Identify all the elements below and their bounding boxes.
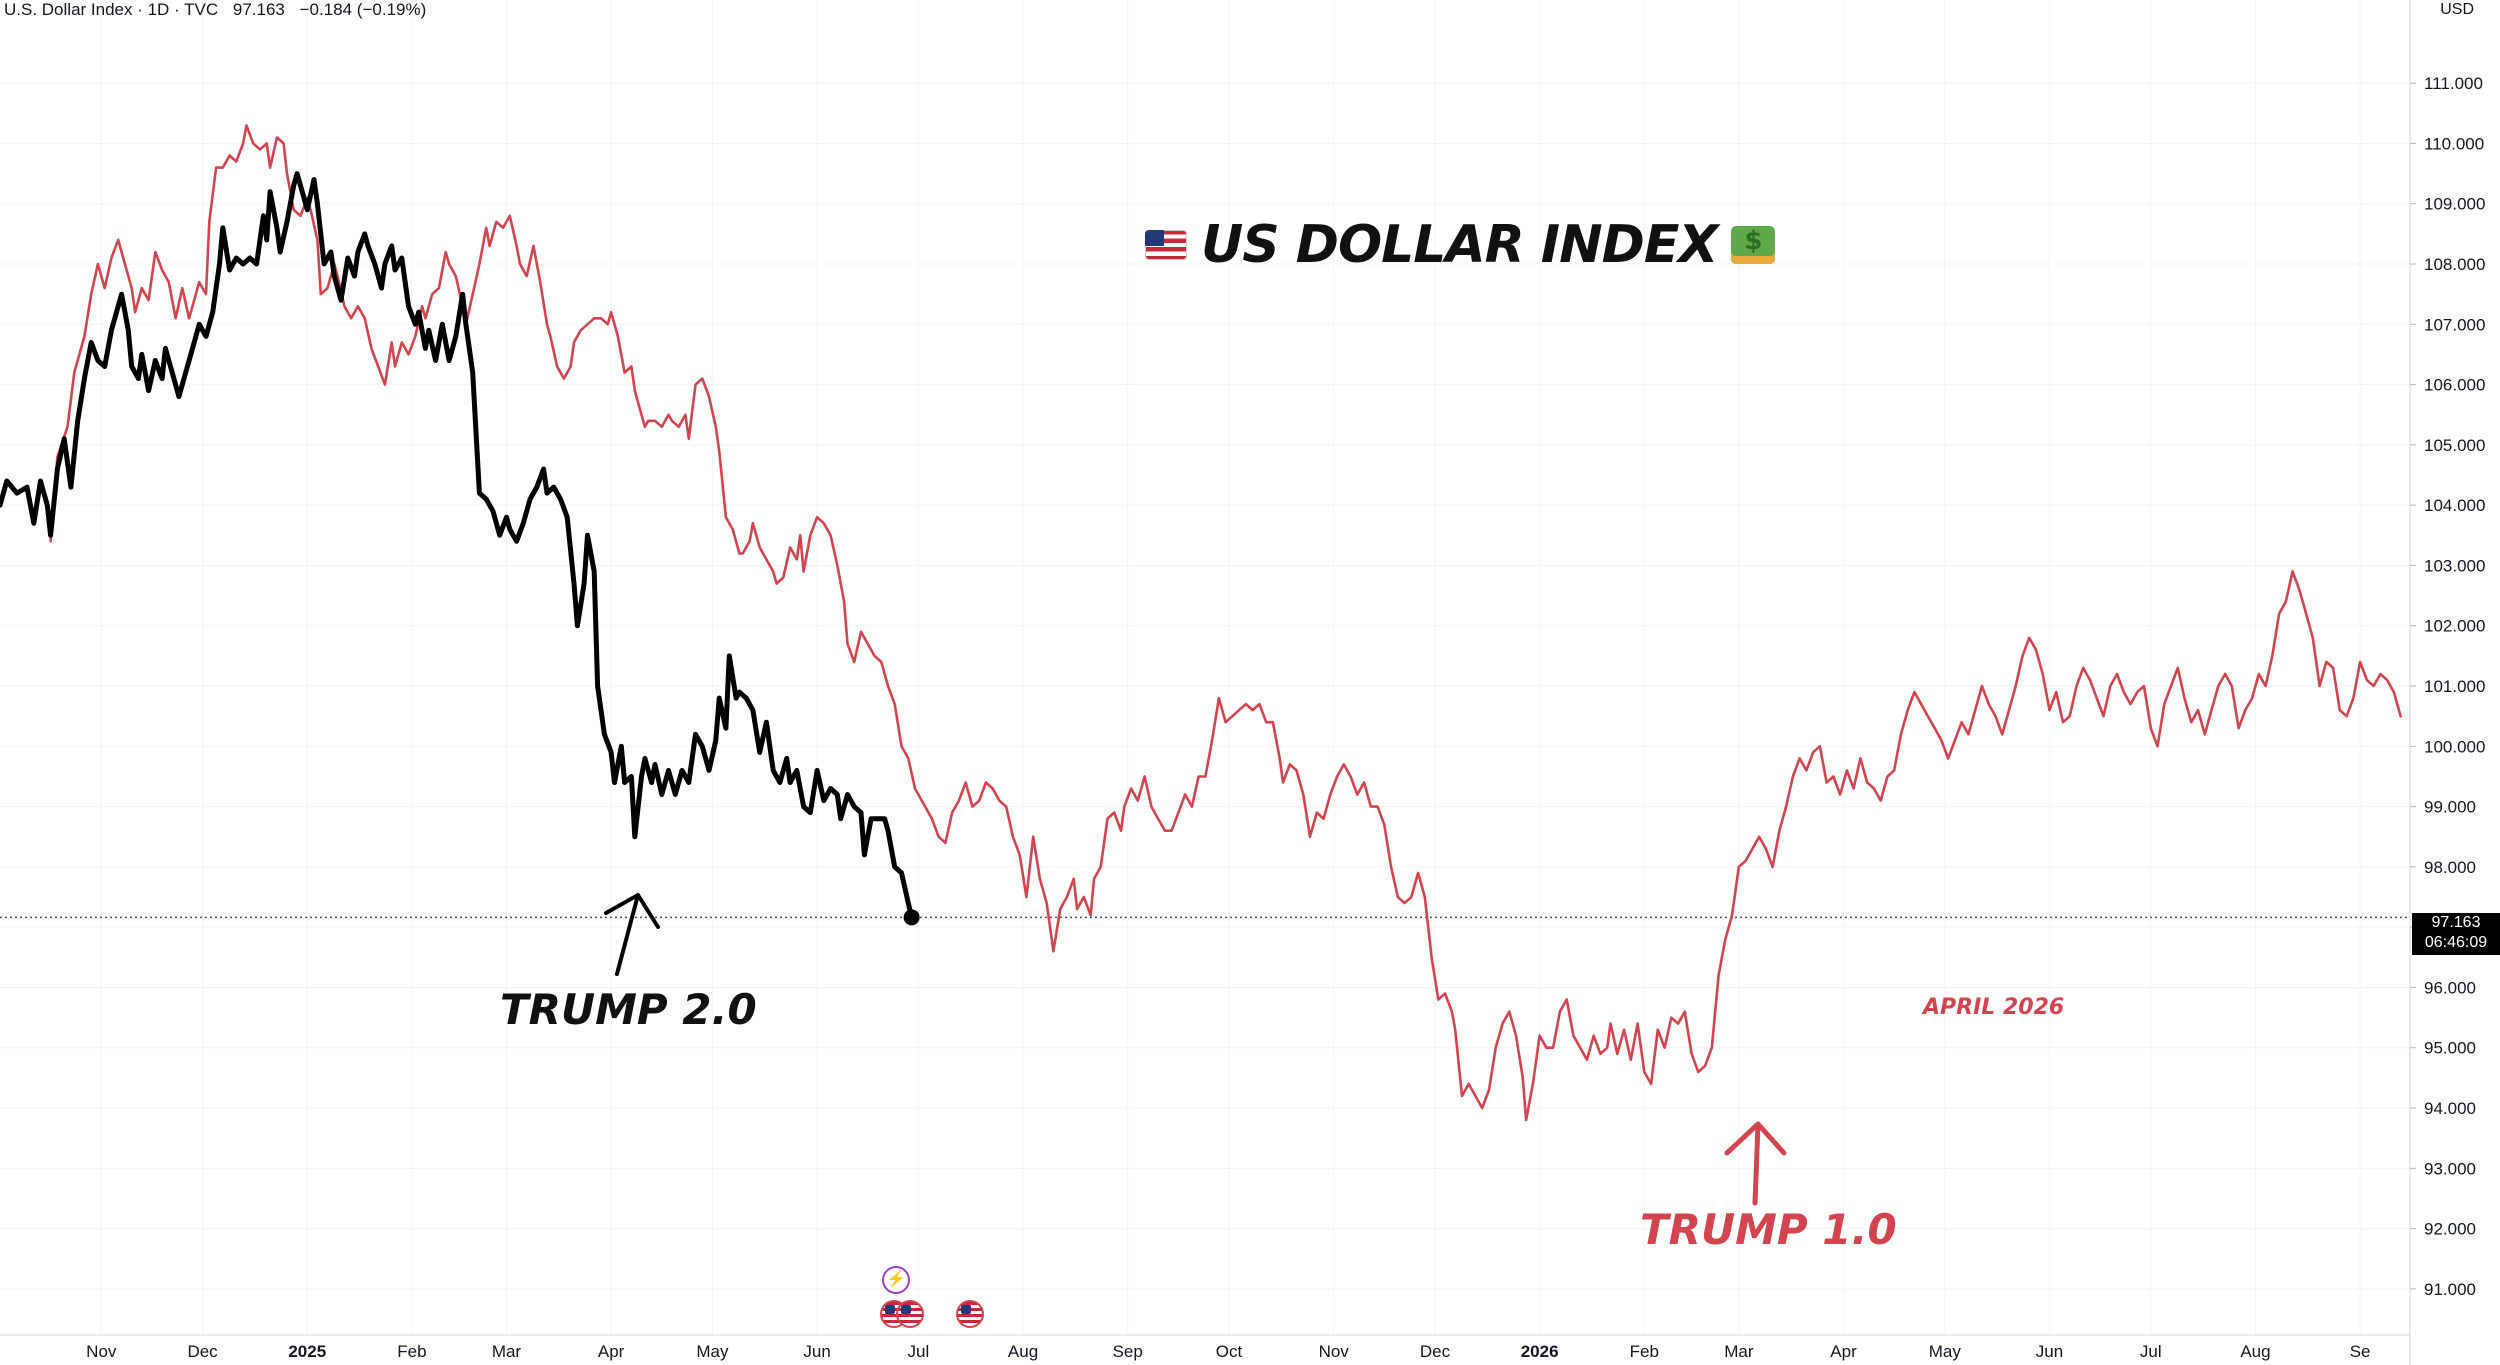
y-tick-label: 102.000 <box>2424 617 2485 636</box>
trump2-arrow <box>604 893 660 976</box>
y-tick-label: 111.000 <box>2424 74 2483 93</box>
y-tick-label: 107.000 <box>2424 315 2485 334</box>
price-tag-value: 97.163 <box>2431 914 2481 931</box>
last-price-tag: 97.163 06:46:09 <box>2412 913 2500 955</box>
x-tick-label: Sep <box>1113 1342 1143 1361</box>
x-tick-label: Jun <box>2036 1342 2063 1361</box>
x-tick-label: Oct <box>1216 1342 1243 1361</box>
y-tick-label: 108.000 <box>2424 255 2485 274</box>
x-tick-label: Nov <box>1319 1342 1350 1361</box>
y-axis[interactable]: 91.00092.00093.00094.00095.00096.00097.0… <box>2409 0 2485 1365</box>
y-tick-label: 110.000 <box>2424 134 2484 153</box>
x-tick-label: Dec <box>1420 1342 1451 1361</box>
trump1-label: TRUMP 1.0 <box>1640 1205 1897 1254</box>
x-tick-label: Jun <box>803 1342 830 1361</box>
price-change: −0.184 (−0.19%) <box>299 0 427 19</box>
y-tick-label: 95.000 <box>2424 1039 2476 1058</box>
x-tick-label: 2025 <box>288 1342 326 1361</box>
x-tick-label: Apr <box>1830 1342 1857 1361</box>
series-line-black <box>0 171 915 920</box>
y-tick-label: 99.000 <box>2424 798 2476 817</box>
us-flag-event-icon[interactable] <box>956 1300 984 1328</box>
x-tick-label: Nov <box>86 1342 117 1361</box>
y-tick-label: 101.000 <box>2424 677 2485 696</box>
y-tick-label: 100.000 <box>2424 737 2485 756</box>
y-tick-label: 91.000 <box>2424 1280 2476 1299</box>
lightning-event-icon[interactable]: ⚡ <box>882 1266 910 1294</box>
x-tick-label: Feb <box>1630 1342 1659 1361</box>
annotation-arrows <box>604 893 1787 1206</box>
y-tick-label: 94.000 <box>2424 1099 2476 1118</box>
chart-title: US DOLLAR INDEX <box>1145 215 1776 275</box>
x-tick-label: Dec <box>187 1342 218 1361</box>
symbol-header[interactable]: U.S. Dollar Index · 1D · TVC 97.163 −0.1… <box>4 0 436 22</box>
x-tick-label: Se <box>2350 1342 2371 1361</box>
y-tick-label: 103.000 <box>2424 556 2485 575</box>
x-tick-label: May <box>696 1342 729 1361</box>
money-icon <box>1731 226 1776 264</box>
x-tick-label: 2026 <box>1521 1342 1559 1361</box>
x-tick-label: Jul <box>2140 1342 2162 1361</box>
x-tick-label: Aug <box>1008 1342 1038 1361</box>
trump2-label: TRUMP 2.0 <box>500 985 757 1034</box>
last-point-marker <box>903 909 920 926</box>
x-tick-label: Aug <box>2240 1342 2270 1361</box>
x-tick-label: Jul <box>908 1342 930 1361</box>
y-tick-label: 104.000 <box>2424 496 2485 515</box>
y-tick-label: 106.000 <box>2424 376 2485 395</box>
us-flag-icon <box>1145 230 1187 260</box>
y-tick-label: 105.000 <box>2424 436 2485 455</box>
y-tick-label: 93.000 <box>2424 1159 2476 1178</box>
grid-lines <box>0 0 2410 1335</box>
currency-label[interactable]: USD <box>2434 0 2480 20</box>
x-tick-label: Feb <box>397 1342 426 1361</box>
x-tick-label: Mar <box>1724 1342 1754 1361</box>
price-tag-countdown: 06:46:09 <box>2424 934 2488 951</box>
y-tick-label: 98.000 <box>2424 858 2476 877</box>
series-line-red <box>49 124 2402 1122</box>
title-text: US DOLLAR INDEX <box>1201 215 1718 275</box>
x-axis[interactable]: Nov Dec 2025 Feb Mar Apr May Jun Jul Aug Sep Oct Nov… <box>0 1334 2410 1361</box>
y-tick-label: 92.000 <box>2424 1220 2476 1239</box>
last-price: 97.163 <box>232 0 285 19</box>
y-tick-label: 96.000 <box>2424 978 2476 997</box>
trump1-arrow <box>1724 1121 1787 1206</box>
x-tick-label: May <box>1929 1342 1962 1361</box>
april-2026-label: APRIL 2026 <box>1923 995 2065 1020</box>
series-lines <box>0 124 2402 1122</box>
us-flag-event-icon[interactable] <box>896 1300 924 1328</box>
symbol-name: U.S. Dollar Index · 1D · TVC <box>4 0 219 19</box>
y-tick-label: 109.000 <box>2424 195 2485 214</box>
x-tick-label: Mar <box>492 1342 522 1361</box>
x-tick-label: Apr <box>598 1342 625 1361</box>
